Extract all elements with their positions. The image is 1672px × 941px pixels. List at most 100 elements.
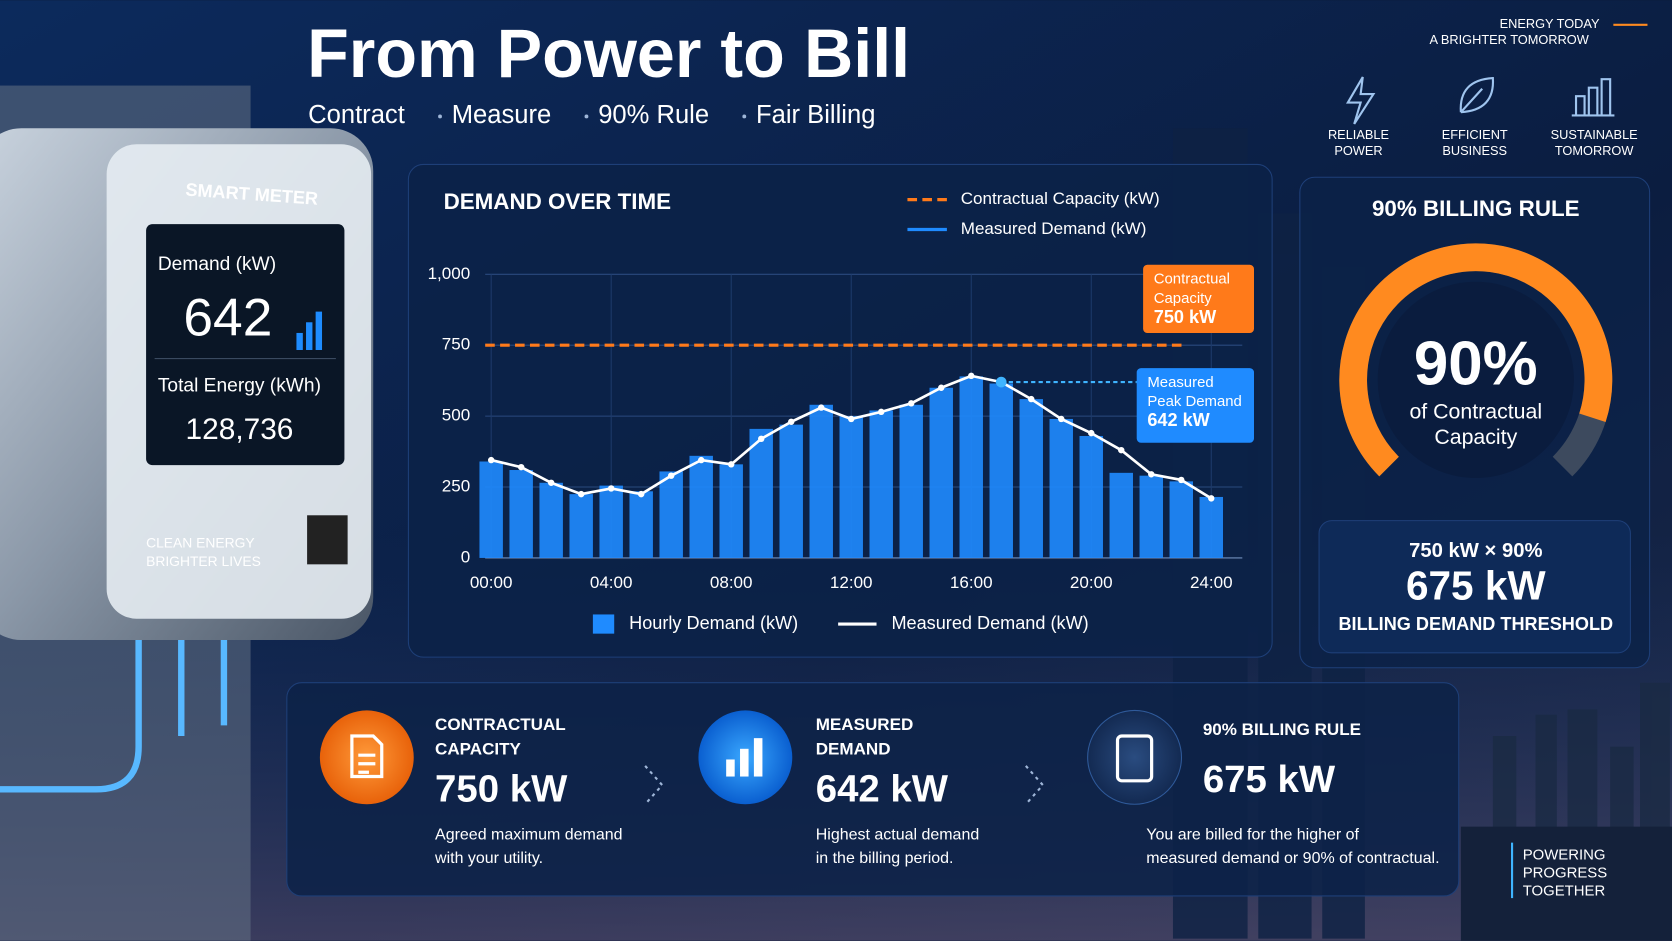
separator: [584, 114, 589, 119]
subtitle-item: Contract: [308, 101, 405, 129]
callout-text: Capacity: [1154, 290, 1213, 307]
meter-screen: [146, 224, 345, 466]
line-point: [968, 372, 975, 380]
bar: [839, 416, 863, 558]
icon-doc: [350, 734, 384, 779]
qr-code: [307, 515, 348, 565]
bar: [959, 376, 983, 558]
bar: [629, 491, 653, 558]
bar: [899, 404, 923, 558]
bar: [659, 471, 683, 558]
brand: A BRIGHTER TOMORROW: [1430, 32, 1590, 47]
badge-label: EFFICIENT: [1442, 127, 1508, 142]
gauge-inner: [1377, 281, 1574, 478]
bar: [1199, 496, 1224, 558]
badge-label: SUSTAINABLE: [1551, 127, 1638, 142]
gauge-title: 90% BILLING RULE: [1372, 196, 1580, 221]
callout-text: Peak Demand: [1147, 393, 1241, 410]
x-tick-label: 08:00: [710, 573, 753, 592]
line-point: [728, 461, 735, 468]
callout-point: [995, 376, 1007, 388]
card-value: 642 kW: [816, 768, 949, 811]
icon-rule: [1087, 709, 1183, 805]
icon-calc: [1115, 734, 1154, 783]
card-value: 675 kW: [1203, 758, 1336, 801]
meter-label: Total Energy (kWh): [158, 375, 321, 396]
meter-slogan: BRIGHTER LIVES: [146, 553, 261, 569]
brand: ENERGY TODAY: [1500, 16, 1600, 31]
bar: [779, 424, 803, 558]
bar: [1139, 475, 1163, 558]
line-point: [577, 490, 585, 498]
line-point: [698, 456, 705, 464]
line-point: [668, 472, 675, 479]
line-point: [607, 485, 615, 492]
y-tick-label: 250: [442, 477, 470, 496]
card-value: 750 kW: [435, 768, 568, 811]
legend-label: Hourly Demand (kW): [629, 613, 798, 633]
x-tick-label: 20:00: [1070, 573, 1113, 592]
callout-text: 642 kW: [1147, 410, 1210, 430]
meter-slogan: CLEAN ENERGY: [146, 535, 255, 551]
line-point: [1088, 429, 1095, 437]
title-highlight: Bill: [804, 16, 910, 92]
bar: [509, 470, 533, 558]
line-point: [758, 435, 765, 443]
x-tick-label: 12:00: [830, 573, 873, 592]
card-description: Agreed maximum demand: [435, 826, 622, 843]
bar: [539, 482, 563, 558]
badge-label: TOMORROW: [1555, 143, 1635, 158]
card-description: in the billing period.: [816, 850, 954, 867]
line-point: [908, 400, 915, 407]
arrows: [644, 765, 1045, 805]
card-heading: 90% BILLING RULE: [1203, 720, 1361, 739]
gauge-fill: [1339, 243, 1613, 477]
bar: [1079, 435, 1103, 558]
line-point: [1118, 446, 1125, 454]
threshold-box: [1318, 520, 1631, 654]
legend-label: Contractual Capacity (kW): [961, 189, 1160, 208]
line-point: [818, 404, 825, 411]
x-tick-label: 16:00: [950, 573, 993, 592]
bar: [929, 387, 953, 558]
callout-text: Measured: [1147, 374, 1213, 391]
card-description: Highest actual demand: [816, 826, 980, 843]
bar: [749, 428, 773, 558]
bar: [599, 485, 623, 558]
cables: [0, 640, 228, 793]
card-description: with your utility.: [434, 850, 543, 867]
meter-value: 128,736: [186, 413, 294, 446]
bar: [1049, 418, 1073, 558]
chart-title: DEMAND OVER TIME: [444, 189, 672, 214]
badge-label: POWER: [1334, 143, 1382, 158]
x-tick-label: 04:00: [590, 573, 633, 592]
bar: [809, 404, 833, 558]
icon-contract: [319, 710, 414, 805]
gauge-result: 675 kW: [1406, 563, 1546, 609]
meter-label: Demand (kW): [158, 254, 276, 275]
bar: [479, 461, 503, 558]
callout-text: 750 kW: [1154, 307, 1217, 327]
bar: [869, 410, 893, 558]
legend-label: Measured Demand (kW): [961, 219, 1147, 238]
gauge-result-label: BILLING DEMAND THRESHOLD: [1338, 614, 1613, 634]
bar: [989, 383, 1013, 558]
separator: [438, 114, 442, 119]
line-point: [1148, 471, 1155, 478]
card-heading: MEASURED: [816, 715, 914, 734]
badge-label: BUSINESS: [1442, 143, 1507, 158]
line-point: [1028, 395, 1035, 403]
gauge-formula: 750 kW × 90%: [1409, 540, 1542, 562]
bar: [689, 455, 713, 558]
subtitle-item: Fair Billing: [756, 101, 875, 129]
line-point: [848, 415, 855, 423]
icon-bars: [726, 738, 763, 777]
subtitle-item: Measure: [452, 101, 552, 129]
x-tick-label: 00:00: [470, 573, 513, 592]
bar: [569, 494, 593, 558]
chart: [479, 273, 1243, 559]
card-heading: CONTRACTUAL: [435, 715, 566, 734]
callout: [1136, 368, 1254, 443]
line-point: [878, 408, 885, 416]
